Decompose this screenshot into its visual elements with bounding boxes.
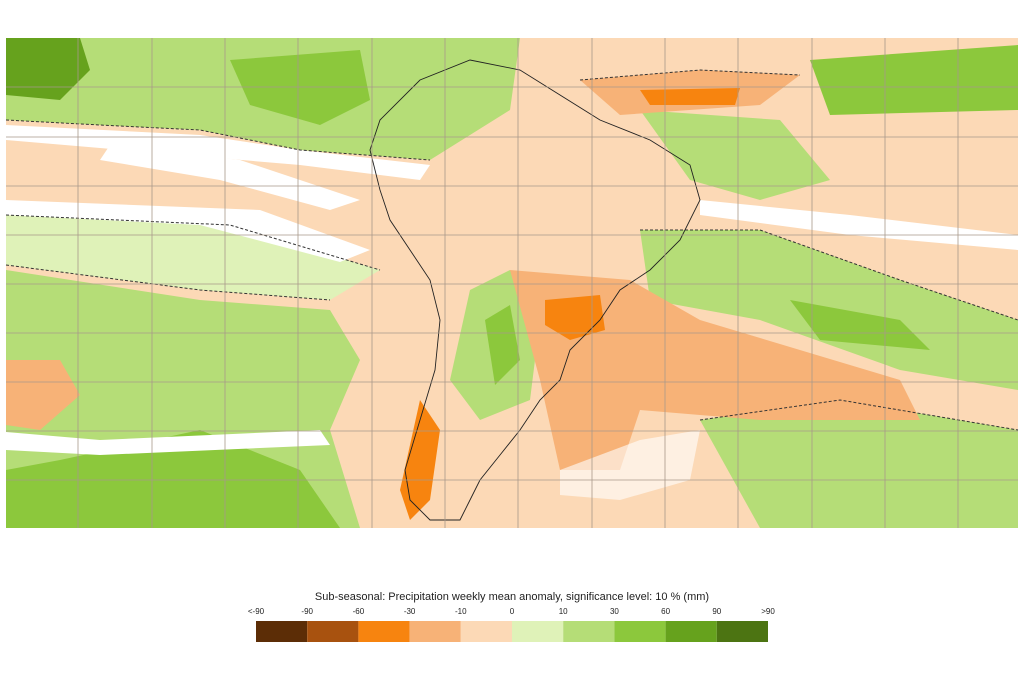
green-area	[6, 430, 340, 528]
green-area	[230, 50, 370, 125]
legend-swatch	[563, 621, 615, 642]
legend-label: -30	[404, 607, 416, 616]
legend: Sub-seasonal: Precipitation weekly mean …	[248, 591, 775, 642]
legend-swatch	[307, 621, 359, 642]
legend-label: 60	[661, 607, 670, 616]
legend-label: <-90	[248, 607, 265, 616]
white-band	[6, 430, 330, 455]
legend-label: >90	[761, 607, 775, 616]
significance-contour	[579, 69, 801, 81]
green-area	[810, 45, 1018, 115]
legend-label: -60	[353, 607, 365, 616]
legend-swatch	[665, 621, 717, 642]
legend-label: 30	[610, 607, 619, 616]
legend-swatch	[256, 621, 308, 642]
legend-swatch	[614, 621, 666, 642]
legend-swatch	[358, 621, 410, 642]
white-band	[700, 200, 1018, 250]
significance-contour	[699, 399, 1019, 431]
legend-swatch	[460, 621, 512, 642]
orange-area	[545, 295, 605, 340]
legend-swatch	[512, 621, 564, 642]
green-area	[640, 110, 830, 200]
orange-area	[400, 400, 440, 520]
legend-title: Sub-seasonal: Precipitation weekly mean …	[315, 591, 709, 603]
legend-label: -90	[301, 607, 313, 616]
legend-label: 0	[510, 607, 515, 616]
legend-label: 10	[559, 607, 568, 616]
map	[5, 38, 1019, 528]
orange-area	[6, 360, 80, 430]
significance-contour	[5, 264, 331, 301]
green-area	[6, 215, 380, 300]
white-band	[6, 200, 370, 262]
orange-area	[640, 88, 740, 105]
green-area	[700, 400, 1018, 528]
significance-contour	[5, 119, 431, 161]
legend-swatch	[409, 621, 461, 642]
legend-label: 90	[712, 607, 721, 616]
grid	[6, 38, 1018, 528]
white-band	[100, 145, 360, 210]
orange-area	[510, 270, 920, 470]
green-area	[6, 38, 90, 100]
white-band	[6, 125, 430, 180]
green-area	[790, 300, 930, 350]
legend-label: -10	[455, 607, 467, 616]
legend-swatch	[716, 621, 768, 642]
significance-contour	[640, 229, 1019, 321]
green-area	[485, 305, 520, 385]
coastline	[369, 59, 701, 521]
